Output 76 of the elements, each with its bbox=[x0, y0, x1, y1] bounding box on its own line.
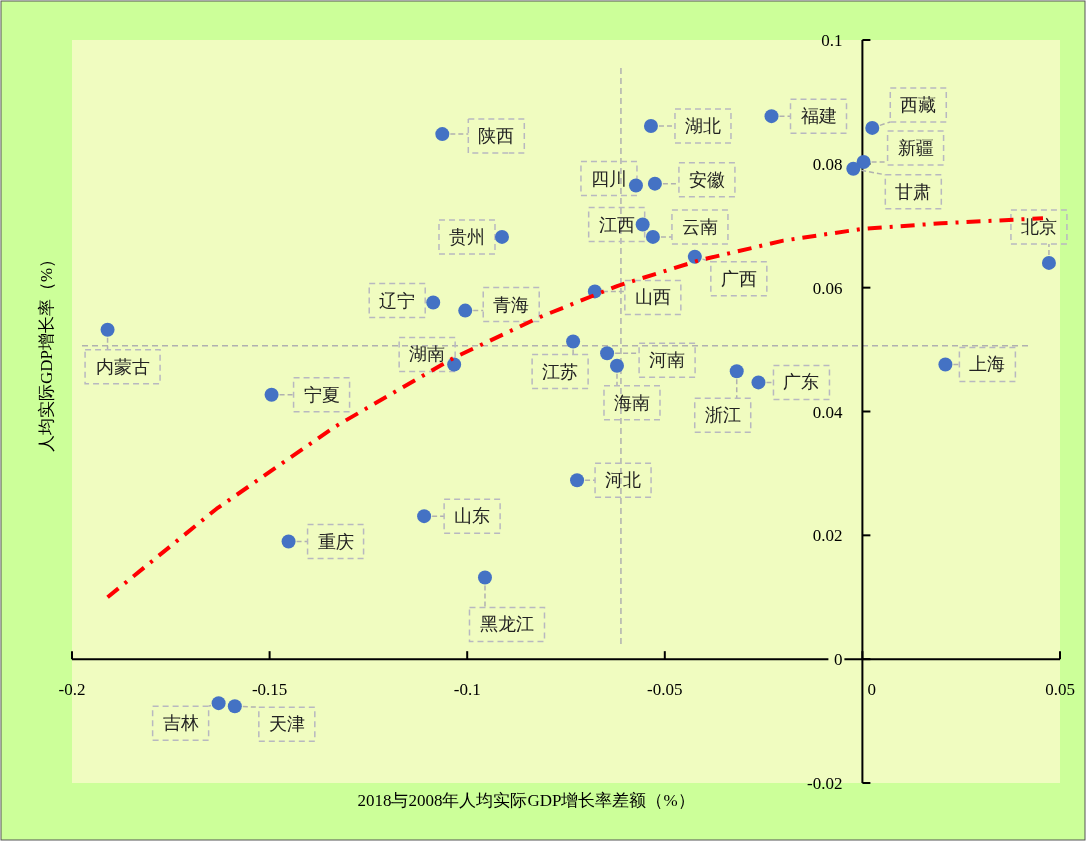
point bbox=[687, 249, 702, 264]
annotation: 黑龙江 bbox=[479, 614, 534, 635]
point bbox=[600, 346, 615, 361]
point bbox=[865, 120, 880, 135]
annotation: 辽宁 bbox=[379, 290, 416, 311]
point bbox=[211, 696, 226, 711]
y-axis-title: 人均实际GDP增长率（%） bbox=[37, 250, 56, 453]
point bbox=[938, 357, 953, 372]
y-tick-label: 0.06 bbox=[812, 278, 843, 298]
point bbox=[477, 570, 492, 585]
point bbox=[570, 473, 585, 488]
annotation: 湖北 bbox=[684, 116, 721, 137]
y-tick-label: 0.04 bbox=[812, 402, 843, 422]
annotation: 福建 bbox=[800, 106, 837, 127]
x-axis-title: 2018与2008年人均实际GDP增长率差额（%） bbox=[357, 791, 695, 810]
annotation: 北京 bbox=[1020, 216, 1057, 237]
annotation: 贵州 bbox=[448, 226, 485, 247]
y-tick-label: 0.02 bbox=[812, 526, 843, 546]
annotation: 湖南 bbox=[409, 344, 446, 365]
point bbox=[764, 109, 779, 124]
annotation: 吉林 bbox=[162, 713, 199, 734]
y-tick-label: 0 bbox=[833, 650, 843, 670]
annotation: 西藏 bbox=[900, 94, 937, 115]
point bbox=[227, 699, 242, 714]
x-tick-label: -0.2 bbox=[58, 680, 86, 700]
annotation: 四川 bbox=[590, 168, 627, 189]
annotation: 上海 bbox=[969, 354, 1006, 375]
annotation: 山东 bbox=[454, 506, 491, 527]
annotation: 新疆 bbox=[897, 137, 934, 158]
annotation: 江西 bbox=[598, 214, 635, 235]
y-tick-label: 0.1 bbox=[821, 31, 843, 50]
y-tick-label: 0.08 bbox=[812, 154, 843, 174]
annotation: 广西 bbox=[720, 268, 757, 289]
point bbox=[281, 534, 296, 549]
point bbox=[447, 357, 462, 372]
annotation: 山西 bbox=[634, 287, 671, 308]
point bbox=[635, 217, 650, 232]
point bbox=[435, 127, 450, 142]
x-tick-label: 0 bbox=[867, 680, 876, 700]
point bbox=[100, 322, 115, 337]
point bbox=[647, 176, 662, 191]
x-tick-label: -0.05 bbox=[647, 680, 683, 700]
point bbox=[856, 154, 871, 169]
annotation: 青海 bbox=[493, 294, 530, 315]
point bbox=[645, 229, 660, 244]
point bbox=[264, 387, 279, 402]
point bbox=[566, 334, 581, 349]
point bbox=[643, 119, 658, 134]
annotation: 天津 bbox=[268, 714, 305, 735]
point bbox=[1041, 255, 1056, 270]
point bbox=[729, 364, 744, 379]
annotation: 内蒙古 bbox=[95, 356, 150, 377]
point bbox=[751, 375, 766, 390]
point bbox=[846, 161, 861, 176]
annotation: 广东 bbox=[783, 372, 820, 393]
annotation: 甘肃 bbox=[895, 181, 932, 202]
annotation: 宁夏 bbox=[303, 384, 340, 405]
point bbox=[628, 178, 643, 193]
x-tick-label: -0.15 bbox=[251, 680, 288, 700]
point bbox=[426, 295, 441, 310]
point bbox=[417, 509, 432, 524]
point bbox=[458, 303, 473, 318]
x-tick-label: 0.05 bbox=[1045, 680, 1075, 700]
point bbox=[609, 358, 624, 373]
x-tick-label: -0.1 bbox=[453, 680, 481, 700]
annotation: 浙江 bbox=[704, 405, 741, 426]
point bbox=[494, 229, 509, 244]
annotation: 海南 bbox=[613, 392, 650, 413]
annotation: 重庆 bbox=[317, 531, 354, 552]
annotation: 陕西 bbox=[478, 126, 515, 147]
annotation: 江苏 bbox=[542, 361, 579, 382]
annotation: 安徽 bbox=[688, 169, 725, 190]
annotation: 河北 bbox=[605, 470, 642, 491]
y-tick-label: -0.02 bbox=[806, 774, 843, 793]
annotation: 云南 bbox=[681, 216, 718, 237]
annotation: 河南 bbox=[649, 350, 686, 371]
